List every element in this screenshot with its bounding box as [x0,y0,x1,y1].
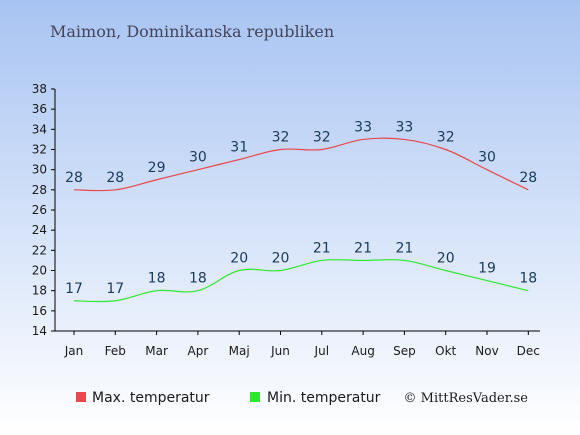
y-tick-label: 32 [32,143,47,157]
data-labels: 28 28 29 30 31 32 32 33 33 32 30 28 17 17 18 18 20 20 21 21… [65,119,537,296]
max-temperature-line [73,137,529,192]
min-data-label: 21 [354,240,372,256]
min-temperature-line [73,259,529,303]
min-data-label: 18 [148,271,166,287]
max-data-label: 28 [106,170,124,186]
y-tick-label: 16 [32,304,47,318]
x-tick-label: Feb [105,344,126,358]
x-tick-label: Mar [145,344,168,358]
max-data-label: 33 [354,119,372,135]
min-data-label: 18 [519,271,537,287]
x-tick-label: Jul [314,344,329,358]
x-tick-label: Apr [188,344,209,358]
legend: Max. temperatur Min. temperatur [76,390,381,406]
y-tick-label: 20 [32,264,47,278]
max-data-label: 30 [189,150,207,166]
y-tick-label: 26 [32,203,47,217]
y-tick-label: 22 [32,243,47,257]
legend-max-swatch [76,392,86,402]
max-data-label: 30 [478,150,496,166]
min-data-label: 17 [106,281,124,297]
y-tick-label: 38 [32,82,47,96]
min-data-label: 18 [189,271,207,287]
y-tick-label: 28 [32,183,47,197]
series-layer [73,137,529,303]
y-tick-label: 24 [32,223,47,237]
max-data-label: 31 [230,140,248,156]
x-tick-label: Dec [517,344,540,358]
min-data-label: 17 [65,281,83,297]
y-tick-label: 30 [32,163,47,177]
max-data-label: 28 [519,170,537,186]
min-data-label: 21 [313,240,331,256]
min-data-label: 20 [230,251,248,267]
x-tick-label: Sep [393,344,416,358]
legend-min-swatch [250,392,260,402]
max-data-label: 33 [395,119,413,135]
x-tick-label: Nov [475,344,498,358]
max-data-label: 32 [272,130,290,146]
y-tick-label: 18 [32,284,47,298]
min-data-label: 20 [272,251,290,267]
max-data-label: 32 [437,130,455,146]
max-data-label: 29 [148,160,166,176]
min-data-label: 21 [395,240,413,256]
y-tick-label: 36 [32,102,47,116]
copyright-text: © MittResVader.se [404,391,529,406]
x-tick-label: Okt [435,344,456,358]
legend-max-label: Max. temperatur [92,390,210,406]
y-tick-label: 34 [32,122,47,136]
max-data-label: 28 [65,170,83,186]
max-data-label: 32 [313,130,331,146]
x-tick-label: Jun [270,344,290,358]
y-tick-label: 14 [32,324,47,338]
x-tick-label: Maj [229,344,250,358]
x-tick-label: Aug [351,344,374,358]
chart-title: Maimon, Dominikanska republiken [50,22,334,41]
min-data-label: 19 [478,261,496,277]
legend-min-label: Min. temperatur [267,390,381,406]
axes: 14 16 18 20 22 24 26 28 30 32 34 36 38 Jan Feb Mar Apr Ma… [32,82,540,358]
x-tick-label: Jan [64,344,84,358]
min-data-label: 20 [437,251,455,267]
